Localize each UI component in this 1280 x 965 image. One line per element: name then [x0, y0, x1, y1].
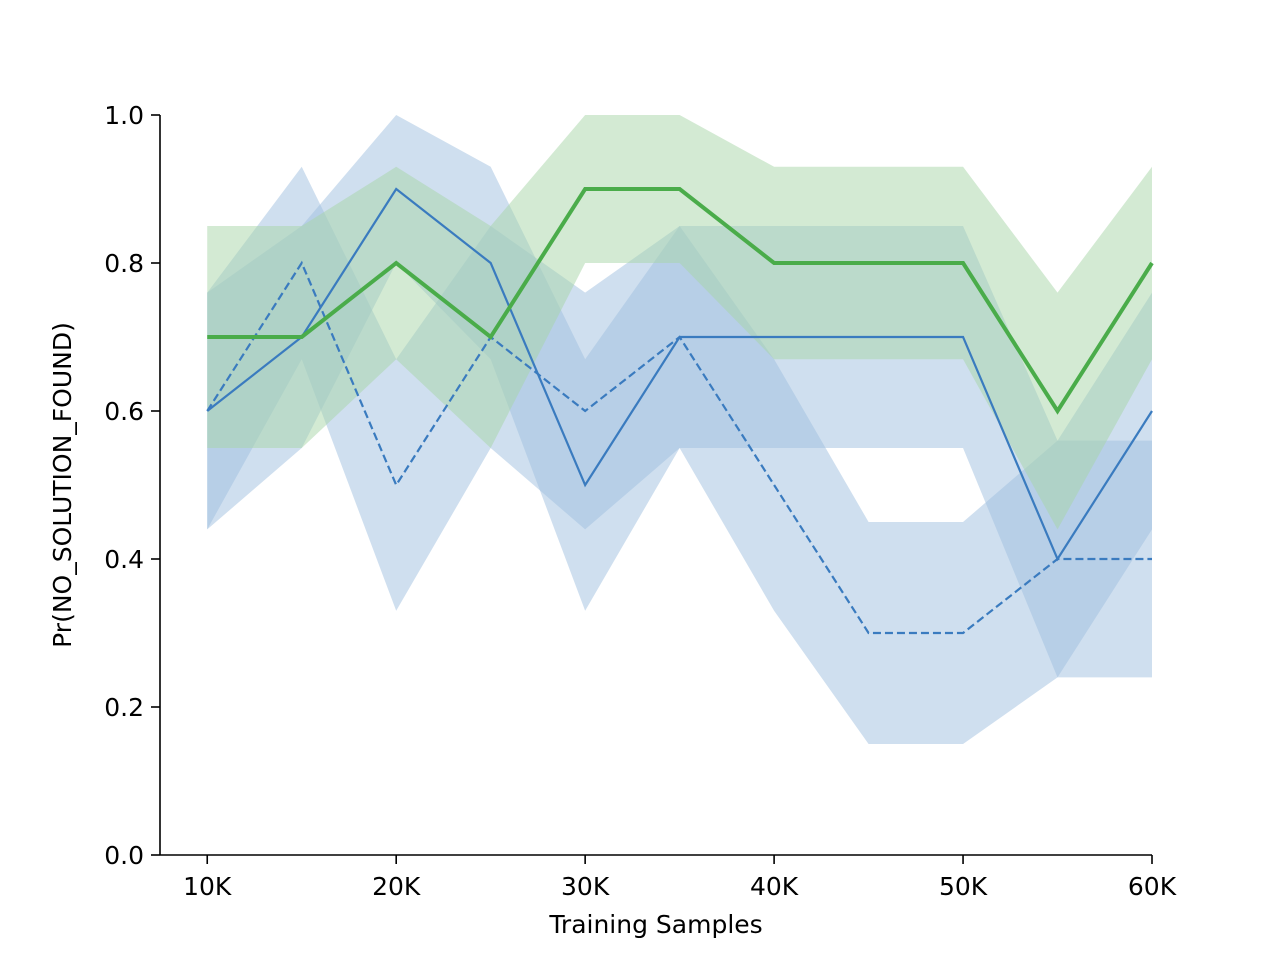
- series-lines: [206, 187, 1154, 635]
- x-tick-label: 30K: [561, 872, 610, 901]
- y-axis-label: Pr(NO_SOLUTION_FOUND): [48, 322, 77, 648]
- series-3-confidence-band: [207, 115, 1152, 530]
- x-tick-label: 40K: [750, 872, 799, 901]
- x-axis-label: Training Samples: [548, 910, 762, 939]
- series-2-line: [206, 187, 1153, 562]
- x-tick-label: 20K: [372, 872, 421, 901]
- x-axis-ticks: 10K 20K 30K 40K 50K 60K: [183, 855, 1177, 901]
- y-tick-label: 0.2: [104, 693, 144, 722]
- y-tick-label: 0.6: [104, 397, 144, 426]
- x-tick-label: 10K: [183, 872, 232, 901]
- axes: 10K 20K 30K 40K 50K 60K 0.0 0.2 0.4 0.6 0.8 1.0 Tr…: [48, 101, 1177, 939]
- x-tick-label: 50K: [939, 872, 988, 901]
- series-3-line: [207, 187, 1154, 415]
- y-tick-label: 0.8: [104, 249, 144, 278]
- x-tick-label: 60K: [1128, 872, 1177, 901]
- y-tick-label: 0.4: [104, 545, 144, 574]
- y-axis-ticks: 0.0 0.2 0.4 0.6 0.8 1.0: [104, 101, 160, 870]
- y-tick-label: 0.0: [104, 841, 144, 870]
- y-tick-label: 1.0: [104, 101, 144, 130]
- confidence-bands: [207, 115, 1152, 745]
